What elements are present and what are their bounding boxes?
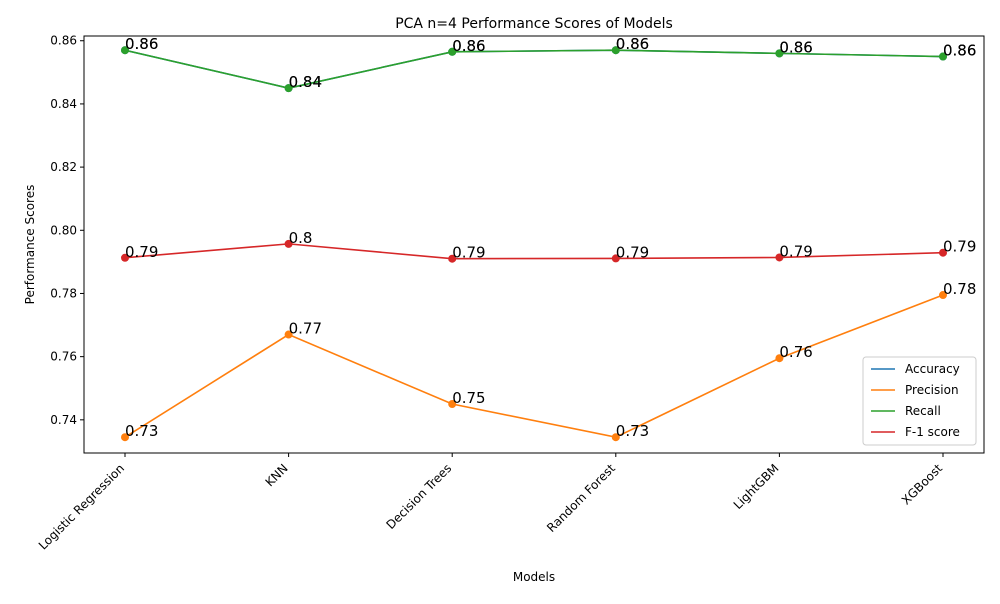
data-point (284, 84, 293, 93)
data-label: 0.86 (125, 35, 158, 53)
data-label: 0.86 (125, 35, 158, 53)
data-point (775, 354, 784, 363)
series-accuracy: 0.86 0.84 0.86 0.86 0.86 0.86 (121, 35, 976, 93)
data-label: 0.86 (616, 35, 649, 53)
data-point (611, 46, 620, 55)
legend-entry: Recall (905, 404, 941, 418)
data-label: 0.73 (616, 422, 649, 440)
y-tick-label: 0.78 (50, 286, 77, 300)
y-tick-label: 0.76 (50, 350, 77, 364)
data-point (448, 254, 457, 263)
legend-entry: Precision (905, 383, 959, 397)
data-label: 0.78 (943, 280, 976, 298)
data-point (121, 46, 129, 55)
data-point (284, 239, 293, 248)
data-label: 0.73 (125, 422, 158, 440)
data-point (121, 253, 129, 262)
data-label: 0.8 (289, 229, 313, 247)
series-f-1-score: 0.79 0.8 0.79 0.79 0.79 0.79 (121, 229, 976, 263)
series-line (124, 49, 944, 89)
data-label: 0.76 (779, 343, 812, 361)
data-label: 0.79 (779, 242, 812, 260)
y-tick-label: 0.74 (50, 413, 77, 427)
plot-area: 0.860.840.86 0.86 0.86 0.860.730.770.750.73… (121, 35, 976, 442)
series-line (124, 243, 944, 260)
legend-entry: Accuracy (905, 362, 960, 376)
x-tick-label: Logistic Regression (36, 461, 127, 552)
data-label: 0.86 (452, 37, 485, 55)
legend-box (862, 356, 977, 446)
data-label: 0.79 (452, 244, 485, 262)
data-label: 0.86 (779, 38, 812, 56)
series-line (124, 49, 944, 89)
y-tick-label: 0.86 (50, 34, 77, 48)
x-axis: Logistic Regression KNN Decision Trees Rand… (36, 453, 945, 553)
x-tick-label: LightGBM (731, 461, 782, 512)
data-label: 0.86 (943, 42, 976, 60)
data-label: 0.86 (616, 35, 649, 53)
series-line (124, 294, 944, 439)
legend: Accuracy Precision Recall F-1 score (862, 356, 977, 446)
data-point (121, 433, 129, 442)
data-label: 0.75 (452, 389, 485, 407)
data-label: 0.79 (125, 243, 158, 261)
x-tick-label: Random Forest (544, 461, 618, 535)
plot-frame (83, 35, 985, 454)
y-axis-label: Performance Scores (23, 185, 37, 305)
data-label: 0.79 (616, 243, 649, 261)
y-axis: 0.74 0.76 0.78 0.80 0.82 0.84 0.86 (50, 34, 84, 427)
data-point (611, 254, 620, 263)
x-axis-label: Models (513, 570, 555, 584)
data-point (939, 291, 947, 300)
data-label: 0.86 (452, 37, 485, 55)
y-tick-label: 0.84 (50, 97, 77, 111)
data-point (284, 330, 293, 339)
x-tick-label: XGBoost (899, 461, 945, 507)
x-tick-label: Decision Trees (384, 461, 455, 532)
data-label: 0.86 (943, 42, 976, 60)
x-tick-label: KNN (263, 461, 291, 489)
data-label: 0.77 (289, 320, 322, 338)
legend-entry: F-1 score (905, 425, 960, 439)
data-label: 0.79 (943, 238, 976, 256)
series-precision: 0.73 0.77 0.75 0.73 0.76 0.78 (121, 280, 976, 442)
data-point (775, 49, 784, 58)
chart-title: PCA n=4 Performance Scores of Models (395, 16, 673, 32)
y-tick-label: 0.82 (50, 160, 77, 174)
data-point (775, 253, 784, 262)
data-label: 0.84 (289, 73, 322, 91)
data-point (939, 52, 947, 61)
y-tick-label: 0.80 (50, 223, 77, 237)
series-recall: 0.86 0.84 0.86 0.86 0.86 0.86 (121, 35, 976, 93)
data-point (939, 248, 947, 257)
data-point (448, 400, 457, 409)
data-label: 0.86 (779, 38, 812, 56)
data-point (448, 47, 457, 56)
data-point (611, 433, 620, 442)
